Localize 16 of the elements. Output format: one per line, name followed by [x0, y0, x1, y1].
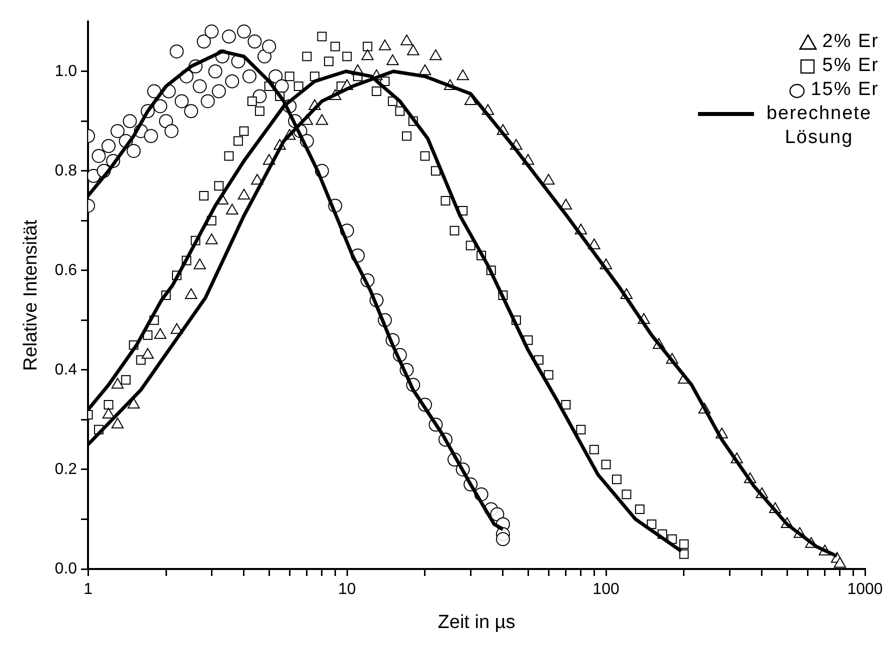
legend-label: 5% Er [822, 54, 879, 78]
legend-label: berechnete Lösung [765, 102, 873, 150]
y-tick-label: 0.6 [54, 262, 78, 279]
y-tick-label: 0.8 [54, 162, 78, 180]
x-tick-label: 1000 [847, 581, 883, 598]
x-tick-label: 1 [84, 581, 93, 598]
y-axis-title: Relative Intensität [20, 219, 42, 371]
y-tick-label: 0.0 [54, 560, 78, 578]
legend-label: 15% Er [810, 78, 879, 102]
y-tick-label: 1.0 [54, 62, 78, 80]
x-axis-title: Zeit in µs [438, 612, 516, 633]
y-tick-label: 0.4 [54, 361, 78, 378]
x-tick-label: 100 [592, 581, 620, 598]
x-tick-label: 10 [338, 581, 356, 598]
y-tick-label: 0.2 [54, 460, 78, 478]
legend-label: 2% Er [822, 30, 879, 54]
